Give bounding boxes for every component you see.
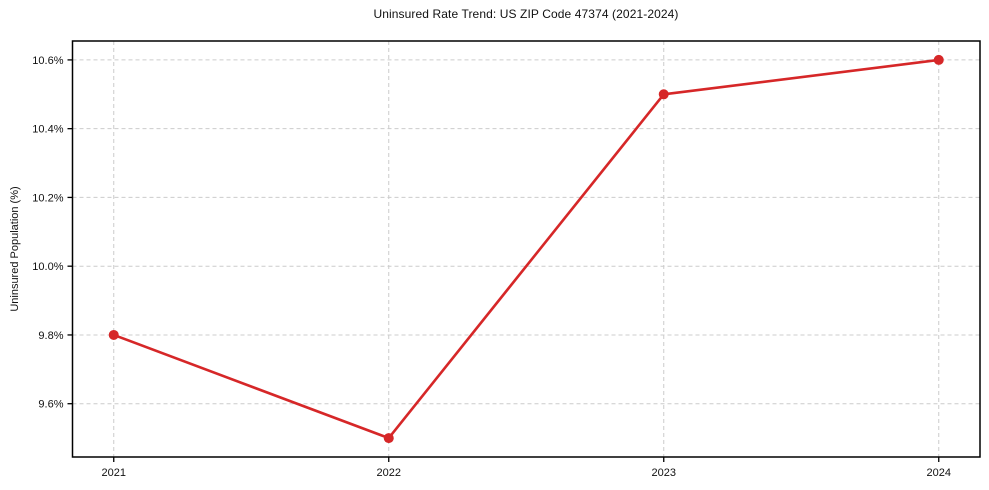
data-point bbox=[383, 433, 394, 444]
chart-title: Uninsured Rate Trend: US ZIP Code 47374 … bbox=[373, 7, 679, 21]
data-point bbox=[933, 54, 944, 65]
y-tick-label: 10.2% bbox=[32, 192, 63, 204]
y-axis-label: Uninsured Population (%) bbox=[9, 186, 21, 312]
data-point bbox=[108, 329, 119, 340]
x-tick-label: 2024 bbox=[927, 467, 951, 479]
axes-spines bbox=[71, 40, 981, 458]
x-tick-label: 2023 bbox=[652, 467, 676, 479]
y-tick-label: 10.6% bbox=[32, 55, 63, 67]
y-tick-label: 10.0% bbox=[32, 261, 63, 273]
trend-line bbox=[112, 58, 941, 440]
data-point bbox=[658, 89, 669, 100]
x-tick-label: 2021 bbox=[102, 467, 126, 479]
y-tick-label: 9.8% bbox=[38, 330, 63, 342]
y-tick-label: 9.6% bbox=[38, 399, 63, 411]
y-tick-label: 10.4% bbox=[32, 124, 63, 136]
x-tick-label: 2022 bbox=[377, 467, 401, 479]
